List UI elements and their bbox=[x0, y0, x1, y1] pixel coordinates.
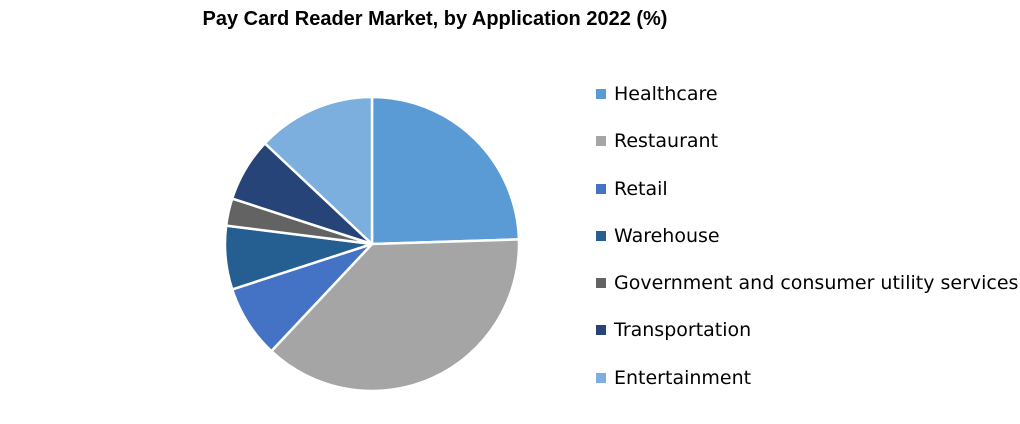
pie-slice-restaurant bbox=[270, 238, 521, 393]
pie-slice-entertainment bbox=[263, 95, 374, 246]
legend-label: Retail bbox=[614, 177, 668, 200]
legend-swatch bbox=[596, 278, 606, 289]
legend-swatch bbox=[596, 183, 606, 194]
legend-item-government-and-consumer-utility-services: Government and consumer utility services bbox=[596, 268, 1018, 298]
pie-slice-healthcare bbox=[370, 95, 521, 246]
legend-swatch bbox=[596, 372, 606, 383]
legend-item-retail: Retail bbox=[596, 174, 1018, 204]
legend-item-healthcare: Healthcare bbox=[596, 79, 1018, 109]
legend-label: Entertainment bbox=[614, 366, 752, 389]
legend-item-warehouse: Warehouse bbox=[596, 221, 1018, 251]
chart-title: Pay Card Reader Market, by Application 2… bbox=[202, 8, 668, 30]
legend-item-entertainment: Entertainment bbox=[596, 363, 1018, 393]
legend-label: Warehouse bbox=[614, 224, 720, 247]
legend-swatch bbox=[596, 136, 606, 147]
legend-item-transportation: Transportation bbox=[596, 315, 1018, 345]
legend-label: Transportation bbox=[614, 319, 752, 342]
legend-item-restaurant: Restaurant bbox=[596, 126, 1018, 156]
legend-swatch bbox=[596, 89, 606, 99]
legend-label: Government and consumer utility services bbox=[614, 272, 1019, 295]
legend-swatch bbox=[596, 230, 606, 241]
legend-label: Restaurant bbox=[614, 130, 719, 153]
legend-label: Healthcare bbox=[614, 83, 718, 105]
legend: Healthcare Restaurant Retail Warehouse Gover… bbox=[596, 79, 1018, 410]
legend-swatch bbox=[596, 325, 606, 336]
